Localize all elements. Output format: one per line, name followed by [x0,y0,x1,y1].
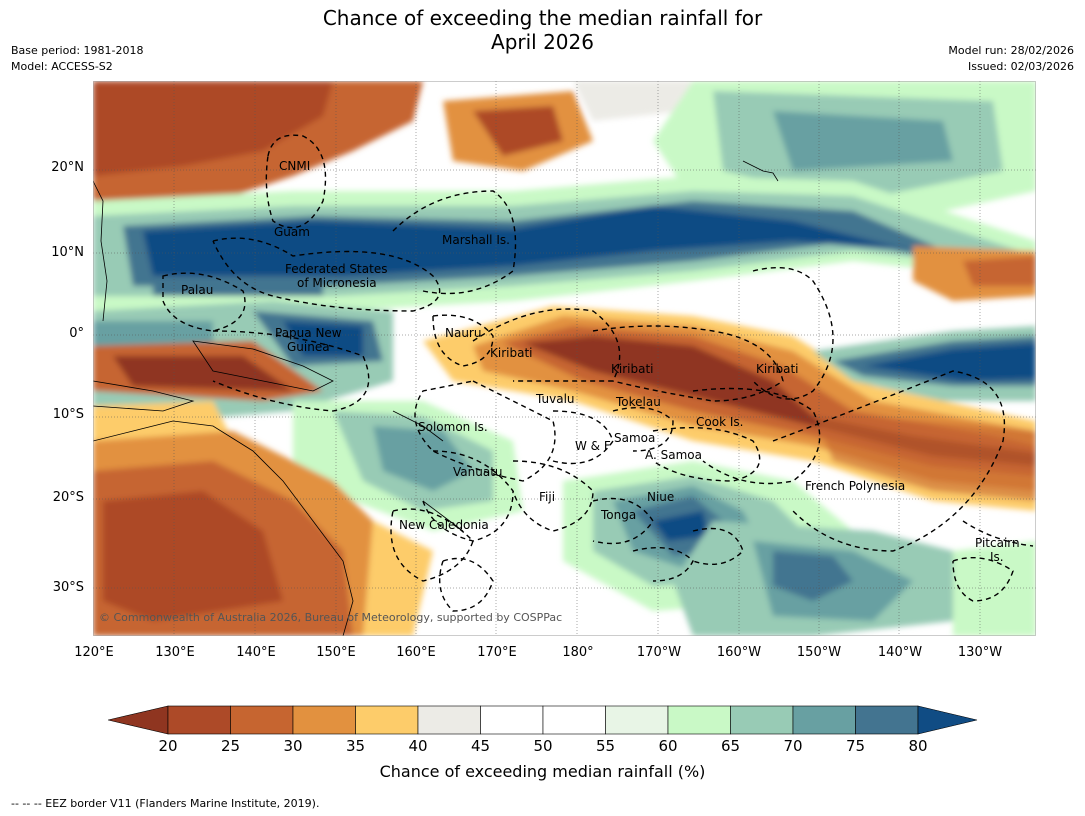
rainfall-map: CNMI Guam Marshall Is. Federated States … [93,81,1036,636]
label-cook-islands: Cook Is. [696,415,743,429]
colorbar-bin-40-45 [417,705,481,735]
eez-footnote: -- -- -- EEZ border V11 (Flanders Marine… [11,797,320,810]
label-samoa: Samoa [614,431,655,445]
colorbar-tick-30: 30 [283,737,303,755]
label-pitcairn-line1: Pitcairn [975,536,1020,550]
label-tonga: Tonga [600,508,636,522]
model-run: Model run: 28/02/2026 [948,44,1074,57]
label-french-polynesia: French Polynesia [805,479,905,493]
label-kiribati-west: Kiribati [490,346,532,360]
label-marshall-islands: Marshall Is. [442,233,510,247]
label-niue: Niue [647,490,674,504]
colorbar-bin-60-65 [667,705,731,735]
colorbar-bin-75-80 [855,705,919,735]
lon-label-160e: 160°E [396,645,436,660]
colorbar-tick-25: 25 [220,737,241,755]
colorbar-bin-65-70 [730,705,794,735]
label-guam: Guam [274,225,310,239]
map-frame [93,81,1036,636]
colorbar-bin-20-25 [167,705,231,735]
label-tuvalu: Tuvalu [535,392,575,406]
colorbar-extend-low [108,705,169,735]
lon-label-180: 180° [562,645,594,660]
colorbar-bin-55-60 [605,705,669,735]
lon-label-140w: 140°W [877,645,923,660]
colorbar-bin-50-55 [542,705,606,735]
colorbar [108,705,978,735]
label-kiribati-east: Kiribati [756,362,798,376]
colorbar-title: Chance of exceeding median rainfall (%) [379,762,706,781]
base-period: Base period: 1981-2018 [11,44,144,57]
title-line-1: Chance of exceeding the median rainfall … [322,6,763,30]
meta-left: Base period: 1981-2018 Model: ACCESS-S2 [11,43,143,75]
colorbar-tick-35: 35 [345,737,366,755]
label-palau: Palau [181,283,213,297]
colorbar-tick-75: 75 [845,737,866,755]
lon-label-170e: 170°E [477,645,517,660]
colorbar-tick-80: 80 [908,737,928,755]
label-wallis-futuna: W & F [575,439,611,453]
colorbar-tick-60: 60 [658,737,678,755]
map-title: Chance of exceeding the median rainfall … [0,6,1085,54]
label-kiribati-central: Kiribati [611,362,653,376]
colorbar-tick-45: 45 [470,737,491,755]
label-new-caledonia: New Caledonia [399,518,489,532]
colorbar-tick-40: 40 [408,737,428,755]
lon-label-130w: 130°W [957,645,1003,660]
colorbar-tick-55: 55 [595,737,616,755]
lat-label-10n: 10°N [51,245,84,260]
model-name: Model: ACCESS-S2 [11,60,113,73]
label-vanuatu: Vanuatu [453,465,503,479]
rainfall-field [93,81,1036,636]
label-fsm-line1: Federated States [285,262,387,276]
label-png-line1: Papua New [275,326,342,340]
colorbar-extend-high [917,705,978,735]
lon-label-130e: 130°E [155,645,195,660]
label-nauru: Nauru [445,326,481,340]
label-fiji: Fiji [539,490,555,504]
lat-label-20n: 20°N [51,160,84,175]
lat-label-20s: 20°S [52,490,84,505]
lon-label-170w: 170°W [636,645,682,660]
label-tokelau: Tokelau [615,395,661,409]
lon-label-150w: 150°W [796,645,842,660]
lon-label-140e: 140°E [236,645,276,660]
issued-date: Issued: 02/03/2026 [967,60,1074,73]
colorbar-tick-70: 70 [783,737,803,755]
coastlines [93,160,779,636]
region-labels: CNMI Guam Marshall Is. Federated States … [181,159,1020,564]
colorbar-tick-50: 50 [533,737,553,755]
label-american-samoa: A. Samoa [645,448,702,462]
copyright-notice: © Commonwealth of Australia 2026, Bureau… [99,611,562,624]
lat-label-0: 0° [69,326,84,341]
lat-label-30s: 30°S [52,580,84,595]
lon-label-120e: 120°E [74,645,114,660]
colorbar-tick-65: 65 [720,737,741,755]
title-line-2: April 2026 [491,30,594,54]
colorbar-tick-20: 20 [158,737,178,755]
eez-borders [162,134,1034,612]
lat-label-10s: 10°S [52,407,84,422]
label-cnmi: CNMI [279,159,310,173]
label-fsm-line2: of Micronesia [297,276,377,290]
colorbar-bin-45-50 [480,705,544,735]
lon-label-150e: 150°E [316,645,356,660]
colorbar-bin-30-35 [292,705,356,735]
colorbar-bin-35-40 [355,705,419,735]
label-pitcairn-line2: Is. [990,550,1004,564]
colorbar-bin-70-75 [792,705,856,735]
label-png-line2: Guinea [287,340,330,354]
label-solomon-islands: Solomon Is. [418,420,488,434]
map-canvas: CNMI Guam Marshall Is. Federated States … [93,81,1036,636]
lon-label-160w: 160°W [716,645,762,660]
graticule [93,81,1036,636]
colorbar-bin-25-30 [230,705,294,735]
meta-right: Model run: 28/02/2026 Issued: 02/03/2026 [948,43,1074,75]
